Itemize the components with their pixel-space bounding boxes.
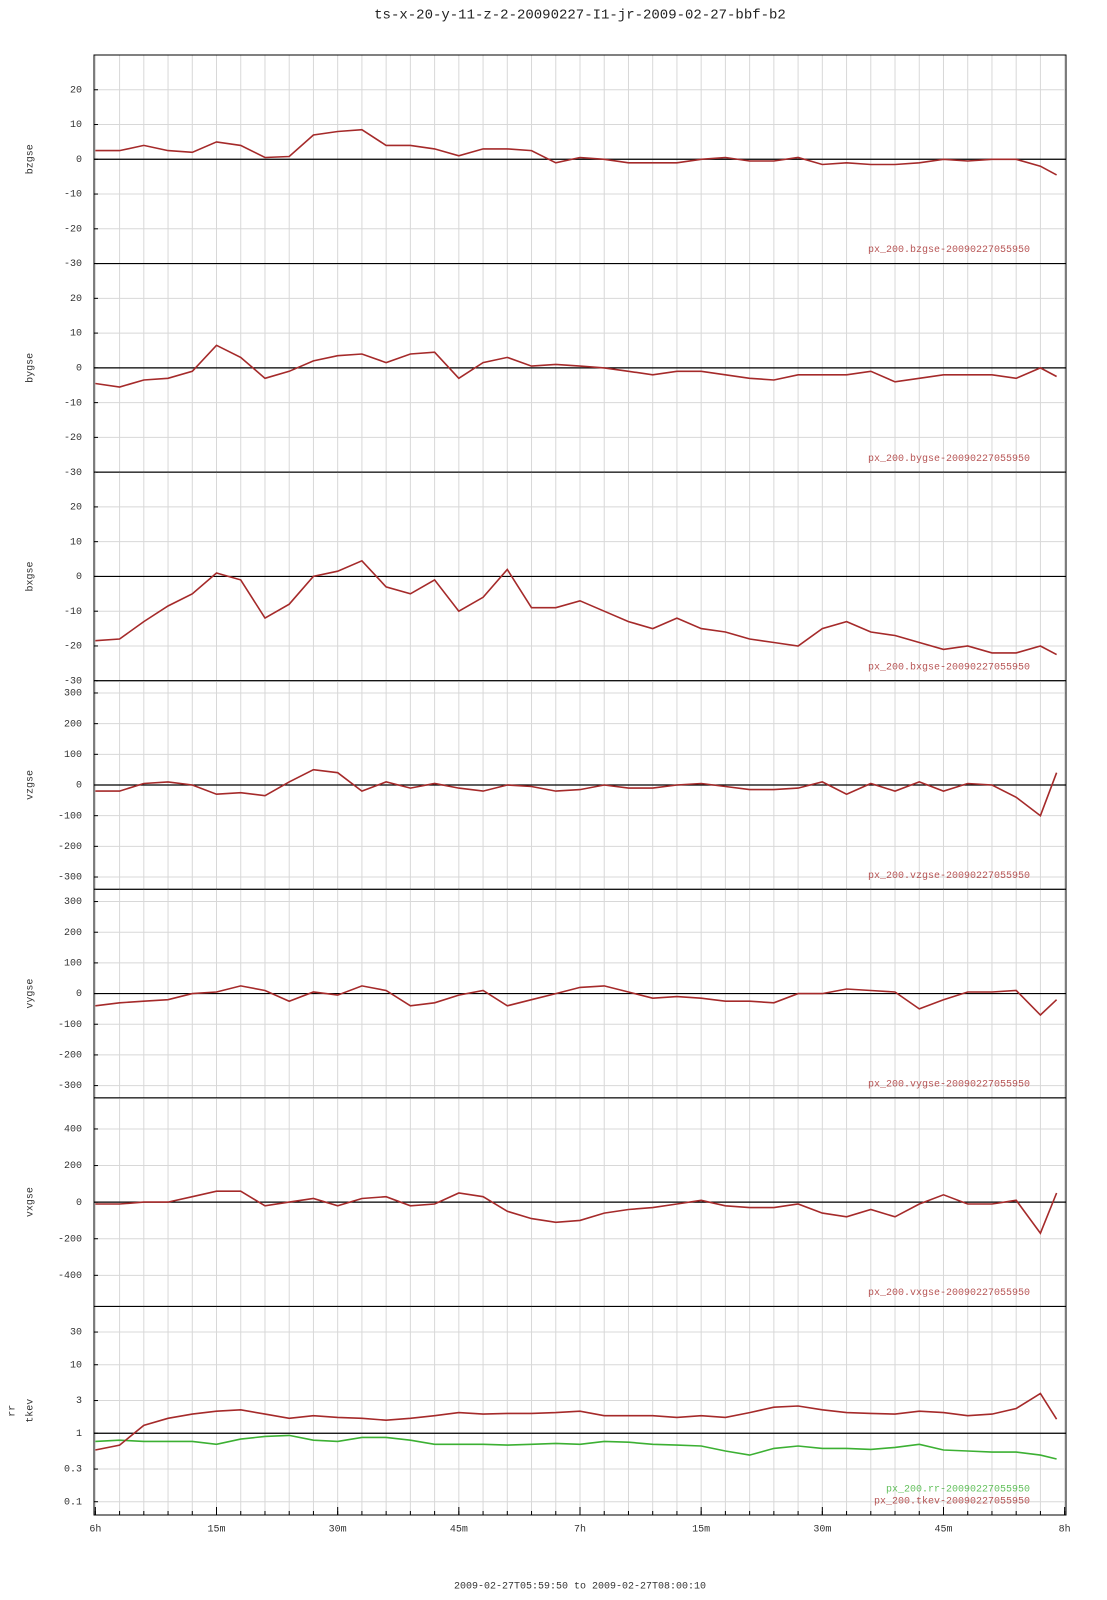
x-tick-label: 15m xyxy=(692,1525,710,1536)
y-tick-label: -200 xyxy=(58,1234,82,1245)
series-line xyxy=(95,1434,1057,1460)
series-annotation: px_200.vygse-20090227055950 xyxy=(868,1079,1030,1090)
y-tick-label: -400 xyxy=(58,1271,82,1282)
y-tick-label: -30 xyxy=(64,259,82,270)
y-tick-label: 10 xyxy=(70,329,82,340)
y-tick-label: -10 xyxy=(64,607,82,618)
y-tick-label: -20 xyxy=(64,224,82,235)
series-annotation: px_200.vzgse-20090227055950 xyxy=(868,871,1030,882)
y-tick-label: 200 xyxy=(64,928,82,939)
y-tick-label: 0 xyxy=(76,572,82,583)
y-tick-label: -30 xyxy=(64,676,82,687)
y-tick-label: 0.1 xyxy=(64,1497,82,1508)
x-tick-label: 45m xyxy=(934,1525,952,1536)
y-tick-label: 20 xyxy=(70,294,82,305)
y-tick-label: 100 xyxy=(64,750,82,761)
x-tick-label: 15m xyxy=(208,1525,226,1536)
x-tick-label: 30m xyxy=(813,1525,831,1536)
y-tick-label: -20 xyxy=(64,433,82,444)
series-annotation: px_200.bxgse-20090227055950 xyxy=(868,661,1030,673)
series-line xyxy=(95,768,1058,817)
y-tick-label: -300 xyxy=(58,1081,82,1092)
series-annotation: px_200.vxgse-20090227055950 xyxy=(868,1288,1030,1299)
y-axis-label: rr xyxy=(8,1405,19,1417)
x-tick-label: 7h xyxy=(574,1524,586,1536)
y-tick-label: -10 xyxy=(64,190,82,201)
series-annotation: px_200.bygse-20090227055950 xyxy=(868,453,1030,465)
series-line xyxy=(95,344,1057,388)
series-line xyxy=(95,1392,1058,1451)
y-tick-label: -200 xyxy=(58,1051,82,1062)
y-tick-label: 0.3 xyxy=(64,1465,82,1476)
y-axis-label: bygse xyxy=(25,353,37,383)
y-tick-label: -30 xyxy=(64,468,82,479)
series-line xyxy=(95,128,1057,176)
y-tick-label: 20 xyxy=(70,85,82,96)
x-tick-label: 30m xyxy=(329,1525,347,1536)
y-tick-label: 200 xyxy=(64,719,82,730)
x-axis-label: 2009-02-27T05:59:50 to 2009-02-27T08:00:… xyxy=(454,1582,706,1593)
y-tick-label: -10 xyxy=(64,398,82,409)
series-line xyxy=(95,559,1057,656)
y-tick-label: 10 xyxy=(70,1360,82,1371)
y-tick-label: 0 xyxy=(76,1198,82,1209)
y-tick-label: 300 xyxy=(64,897,82,908)
y-tick-label: -20 xyxy=(64,642,82,653)
y-axis-label: bxgse xyxy=(25,561,37,591)
y-tick-label: 1 xyxy=(76,1429,82,1440)
y-tick-label: 10 xyxy=(70,537,82,548)
y-tick-label: -200 xyxy=(58,842,82,853)
y-tick-label: 200 xyxy=(64,1161,82,1172)
series-annotation: px_200.bzgse-20090227055950 xyxy=(868,244,1030,256)
x-tick-label: 45m xyxy=(450,1525,468,1536)
y-tick-label: 0 xyxy=(76,989,82,1000)
y-tick-label: -100 xyxy=(58,1020,82,1031)
y-tick-label: 20 xyxy=(70,503,82,514)
y-tick-label: 0 xyxy=(76,363,82,374)
y-tick-label: -100 xyxy=(58,811,82,822)
y-tick-label: -300 xyxy=(58,873,82,884)
y-tick-label: 3 xyxy=(76,1396,82,1407)
series-annotation: px_200.tkev-20090227055950 xyxy=(874,1496,1030,1508)
y-tick-label: 300 xyxy=(64,689,82,700)
y-tick-label: 30 xyxy=(70,1328,82,1339)
y-tick-label: 0 xyxy=(76,781,82,792)
series-annotation: px_200.rr-20090227055950 xyxy=(886,1485,1030,1496)
y-axis-label: bzgse xyxy=(25,144,37,174)
x-tick-label: 6h xyxy=(89,1524,101,1536)
y-axis-label: vzgse xyxy=(26,770,37,800)
y-tick-label: 0 xyxy=(76,155,82,166)
y-axis-label: tkev xyxy=(25,1399,37,1423)
y-tick-label: 400 xyxy=(64,1125,82,1136)
y-tick-label: 100 xyxy=(64,959,82,970)
y-tick-label: 10 xyxy=(70,120,82,131)
y-axis-label: vxgse xyxy=(26,1187,37,1217)
x-tick-label: 8h xyxy=(1059,1524,1071,1536)
series-line xyxy=(95,985,1058,1017)
y-axis-label: vygse xyxy=(26,979,37,1009)
chart-title: ts-x-20-y-11-z-2-20090227-I1-jr-2009-02-… xyxy=(374,8,786,24)
series-line xyxy=(95,1190,1058,1235)
